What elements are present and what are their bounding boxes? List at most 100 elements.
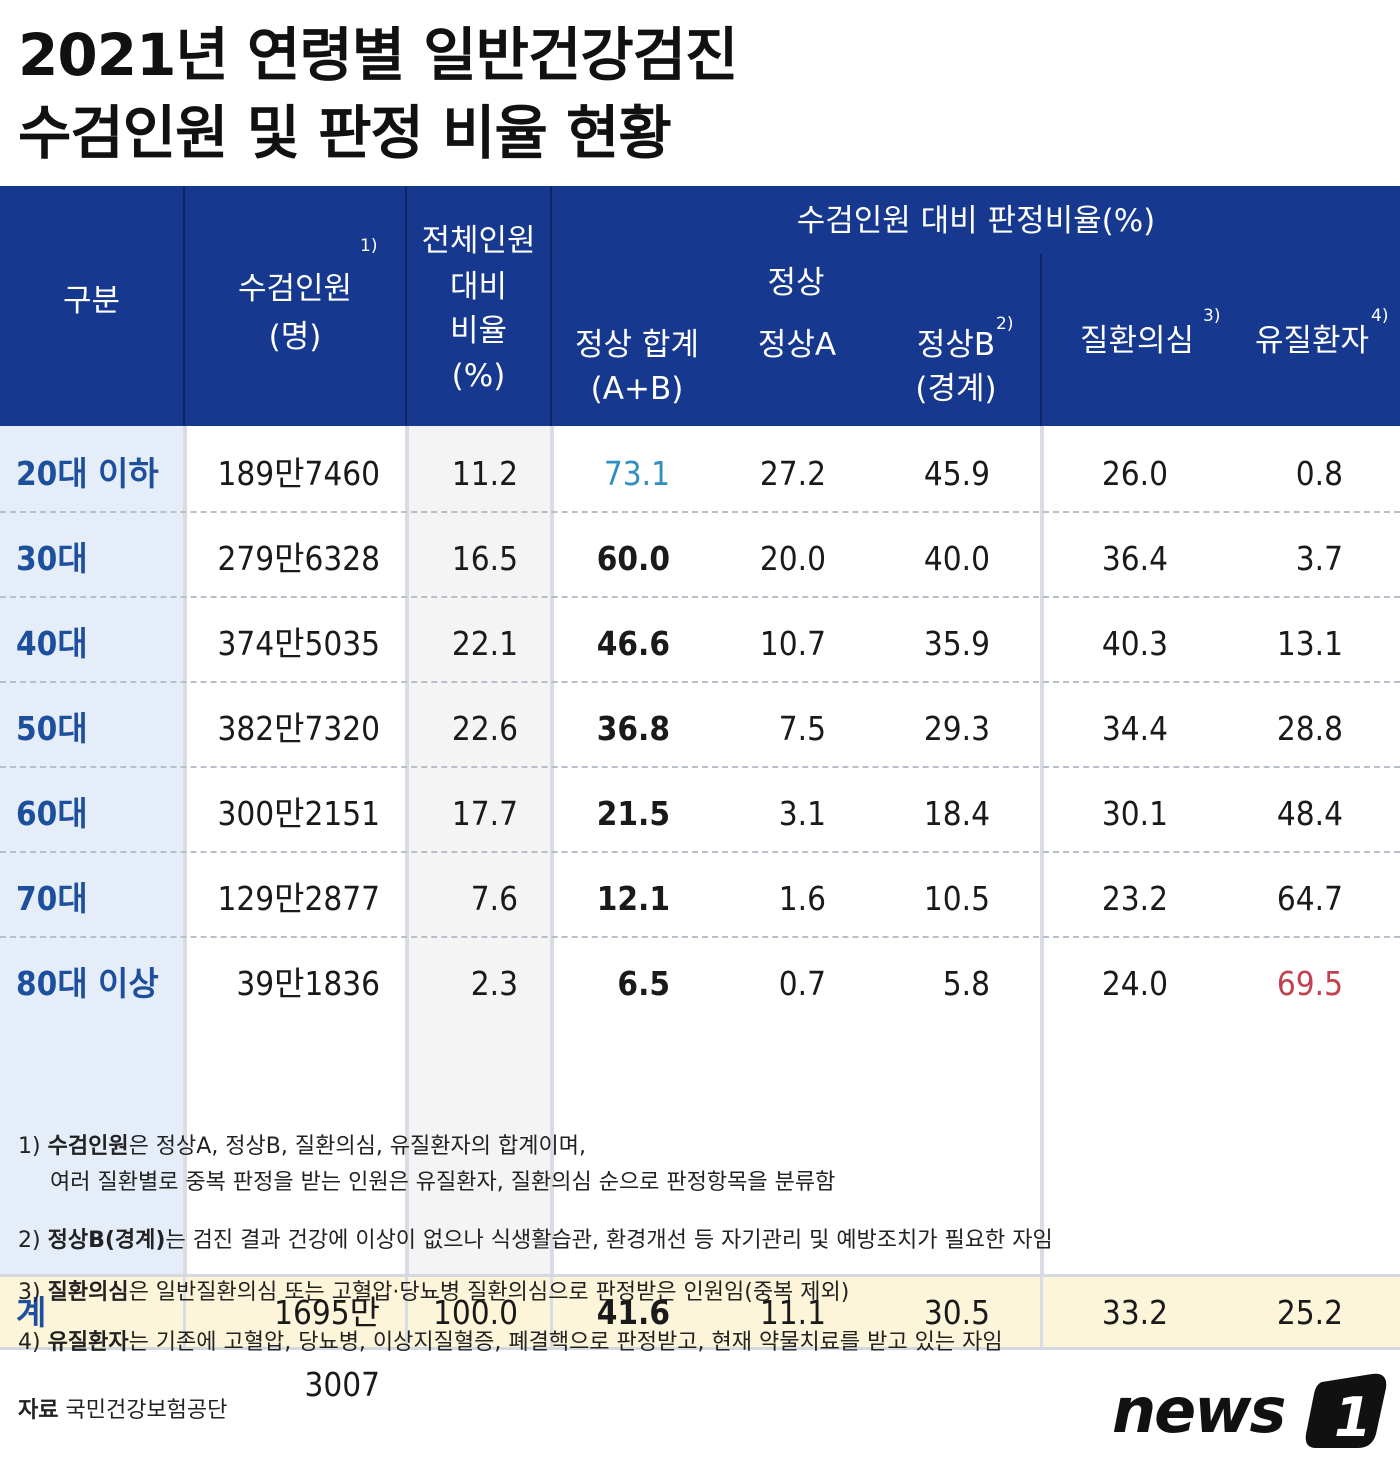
header-share-line2: 대비 (449, 269, 508, 305)
source-credit: 자료 국민건강보험공단 (18, 1392, 227, 1424)
normal-b-value: 40.0 (923, 539, 990, 578)
header-suspect: 질환의심 (1079, 323, 1195, 359)
footnote-number: 4) (18, 1330, 41, 1355)
header-normal-b-borderline: (경계) (915, 371, 997, 407)
age-label: 50대 (16, 709, 88, 748)
title-line-1: 2021년 연령별 일반건강검진 (18, 21, 738, 89)
header-divider (405, 186, 407, 426)
normal-total-value: 46.6 (596, 624, 670, 663)
total-normal-b-value: 30.5 (923, 1293, 990, 1332)
footnote-text: 은 정상A, 정상B, 질환의심, 유질환자의 합계이며, (128, 1134, 586, 1159)
normal-b-value: 10.5 (923, 879, 990, 918)
suspect-value: 24.0 (1101, 964, 1168, 1003)
table-header: 구분 수검인원 (명) 1) 전체인원 대비 비율 (%) 수검인원 대비 판정… (0, 186, 1400, 426)
age-label: 20대 이하 (16, 454, 159, 493)
header-patient-note: 4) (1371, 306, 1389, 326)
share-value: 7.6 (470, 879, 518, 918)
header-judgement-group: 수검인원 대비 판정비율(%) (796, 203, 1156, 239)
total-row: 계 1695만3007 100.0 41.6 11.1 30.5 33.2 25.2 (0, 1274, 1400, 1404)
total-age-label: 계 (16, 1293, 47, 1332)
normal-total-value: 6.5 (617, 964, 670, 1003)
column-divider (550, 1277, 553, 1347)
header-category: 구분 (62, 283, 121, 319)
footnote-text: 는 검진 결과 건강에 이상이 없으나 식생활습관, 환경개선 등 자기관리 및… (165, 1228, 1053, 1253)
age-label: 60대 (16, 794, 88, 833)
header-divider (1040, 254, 1042, 426)
normal-a-value: 0.7 (778, 964, 826, 1003)
total-suspect-value: 33.2 (1101, 1293, 1168, 1332)
normal-total-value: 21.5 (596, 794, 670, 833)
examinees-value: 39만1836 (236, 964, 380, 1003)
normal-a-value: 7.5 (778, 709, 826, 748)
table-row: 50대 382만7320 22.6 36.8 7.5 29.3 34.4 28.8 (0, 681, 1400, 768)
footnote-number: 3) (18, 1280, 41, 1305)
normal-b-value: 29.3 (923, 709, 990, 748)
total-patient-value: 25.2 (1276, 1293, 1343, 1332)
table-row: 70대 129만2877 7.6 12.1 1.6 10.5 23.2 64.7 (0, 851, 1400, 938)
header-divider (183, 186, 185, 426)
share-value: 16.5 (451, 539, 518, 578)
header-examinees: 수검인원 (237, 271, 353, 307)
age-label: 40대 (16, 624, 88, 663)
examinees-value: 382만7320 (217, 709, 380, 748)
normal-b-value: 18.4 (923, 794, 990, 833)
header-suspect-note: 3) (1203, 306, 1221, 326)
normal-b-value: 5.8 (942, 964, 990, 1003)
column-divider (405, 426, 409, 1274)
footnote-1: 1) 수검인원은 정상A, 정상B, 질환의심, 유질환자의 합계이며, (18, 1130, 586, 1164)
share-value: 17.7 (451, 794, 518, 833)
header-normal-a: 정상A (757, 327, 837, 363)
patient-value: 48.4 (1276, 794, 1343, 833)
header-normal-b-note: 2) (996, 314, 1014, 334)
normal-total-value: 12.1 (596, 879, 670, 918)
column-divider (1040, 1277, 1043, 1347)
suspect-value: 23.2 (1101, 879, 1168, 918)
footnote-term: 수검인원 (47, 1134, 129, 1159)
footnotes: 1) 수검인원은 정상A, 정상B, 질환의심, 유질환자의 합계이며, 여러 … (18, 1130, 1398, 1370)
footnote-term: 정상B(경계) (47, 1228, 166, 1253)
share-value: 22.6 (451, 709, 518, 748)
age-column-bg (0, 426, 183, 1274)
total-normal-a-value: 11.1 (759, 1293, 826, 1332)
logo-text: news (1112, 1374, 1284, 1447)
suspect-value: 36.4 (1101, 539, 1168, 578)
total-examinees-value: 1695만3007 (274, 1293, 380, 1404)
share-column-bg (405, 426, 550, 1274)
column-divider (183, 1277, 186, 1347)
header-examinees-note: 1) (360, 236, 378, 256)
age-label: 30대 (16, 539, 88, 578)
svg-text:1: 1 (1334, 1386, 1372, 1449)
share-value: 2.3 (470, 964, 518, 1003)
footnote-text: 여러 질환별로 중복 판정을 받는 인원은 유질환자, 질환의심 순으로 판정항… (50, 1170, 836, 1195)
header-normal: 정상 (767, 265, 825, 301)
examinees-value: 129만2877 (217, 879, 380, 918)
header-normal-b: 정상B (916, 327, 996, 363)
patient-value: 0.8 (1295, 454, 1343, 493)
normal-total-value: 36.8 (596, 709, 670, 748)
normal-a-value: 10.7 (759, 624, 826, 663)
share-value: 22.1 (451, 624, 518, 663)
table-row: 80대 이상 39만1836 2.3 6.5 0.7 5.8 24.0 69.5 (0, 936, 1400, 1021)
examinees-value: 189만7460 (217, 454, 380, 493)
column-divider (550, 426, 554, 1274)
header-normal-total: 정상 합계 (575, 327, 699, 363)
footnote-term: 유질환자 (47, 1330, 129, 1355)
footnote-4: 4) 유질환자는 기존에 고혈압, 당뇨병, 이상지질혈증, 폐결핵으로 판정받… (18, 1326, 1003, 1360)
header-share-line3: 비율 (449, 313, 508, 349)
patient-value: 28.8 (1276, 709, 1343, 748)
share-value: 11.2 (451, 454, 518, 493)
header-share-line4: (%) (451, 358, 506, 394)
normal-a-value: 20.0 (759, 539, 826, 578)
footnote-2: 2) 정상B(경계)는 검진 결과 건강에 이상이 없으나 식생활습관, 환경개… (18, 1224, 1053, 1258)
age-label: 80대 이상 (16, 964, 159, 1003)
header-divider (550, 186, 552, 426)
table-row: 20대 이하 189만7460 11.2 73.1 27.2 45.9 26.0 0.8 (0, 426, 1400, 513)
footnote-number: 2) (18, 1228, 41, 1253)
footnote-text: 은 일반질환의심 또는 고혈압·당뇨병 질환의심으로 판정받은 인원임(중복 제… (128, 1280, 850, 1305)
total-share-value: 100.0 (433, 1293, 518, 1332)
normal-a-value: 1.6 (778, 879, 826, 918)
patient-value: 3.7 (1295, 539, 1343, 578)
suspect-value: 26.0 (1101, 454, 1168, 493)
source-label: 자료 (18, 1398, 59, 1423)
header-examinees-unit: (명) (268, 319, 322, 355)
